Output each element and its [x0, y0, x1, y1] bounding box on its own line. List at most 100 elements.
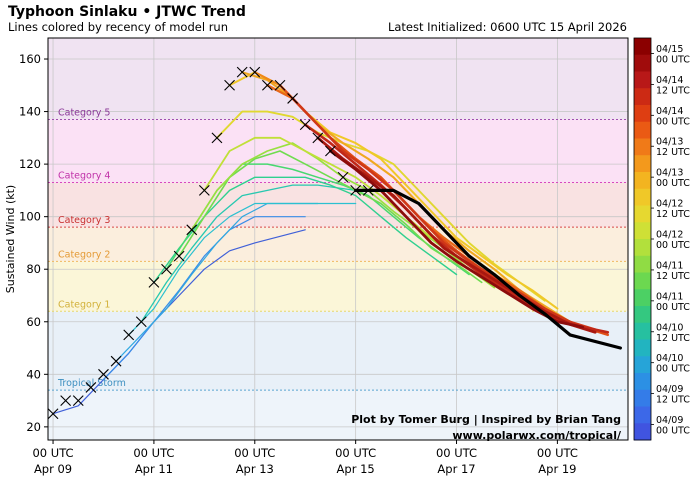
series-line-19 [328, 149, 584, 329]
best-track-point-6 [123, 329, 135, 341]
colorbar-label-date: 04/14 [656, 106, 683, 117]
x-stroke-b [161, 263, 172, 275]
grid [48, 38, 628, 440]
x-stroke-b [60, 395, 72, 406]
x-stroke-b [249, 66, 261, 78]
best-track-point-10 [173, 250, 185, 262]
band-5 [48, 38, 628, 120]
colorbar-label-date: 04/12 [656, 199, 683, 210]
series-line-4 [140, 184, 357, 323]
best-track-point-14 [224, 79, 235, 91]
intensity-bands [48, 38, 628, 440]
x-stroke-b [262, 79, 273, 91]
x-stroke-b [287, 93, 298, 104]
colorbar-swatch-6 [634, 138, 651, 156]
best-track-point-24 [350, 185, 362, 196]
colorbar-label-time: 12 UTC [656, 147, 690, 158]
colorbar-label-time: 12 UTC [656, 395, 690, 406]
colorbar-label-date: 04/13 [656, 168, 683, 179]
colorbar-label-date: 04/13 [656, 137, 683, 148]
credit-line-1: Plot by Tomer Burg | Inspired by Brian T… [351, 413, 621, 426]
y-tick-label-140: 140 [19, 105, 41, 119]
x-stroke-b [173, 250, 185, 262]
x-stroke-b [110, 355, 122, 367]
colorbar-swatch-2 [634, 71, 651, 89]
series-line-16 [291, 97, 597, 331]
best-track [47, 66, 374, 420]
band-label-0: Tropical Storm [57, 378, 126, 389]
colorbar-swatch-14 [634, 272, 651, 290]
colorbar-swatch-18 [634, 339, 651, 357]
best-track-point-1 [60, 395, 72, 406]
colorbar-swatch-22 [634, 406, 651, 424]
x-stroke-b [312, 132, 324, 144]
best-track-point-17 [262, 79, 273, 91]
colorbar-label-time: 00 UTC [656, 54, 690, 65]
colorbar-swatch-13 [634, 255, 651, 273]
y-tick-label-160: 160 [19, 52, 41, 66]
x-stroke-b [85, 382, 97, 393]
colorbar-swatch-10 [634, 205, 651, 223]
band-labels: Tropical Storm Category 1 Category 2 Catego… [48, 107, 628, 391]
best-track-point-23 [337, 171, 349, 183]
colorbar-swatch-21 [634, 389, 651, 407]
x-stroke-b [224, 79, 235, 91]
colorbar-label-date: 04/09 [656, 384, 683, 395]
best-track-point-2 [72, 395, 84, 406]
series-line-10 [216, 110, 546, 302]
series-line-20 [354, 188, 623, 350]
colorbar-swatch-7 [634, 155, 651, 173]
colorbar-label-time: 12 UTC [656, 333, 690, 344]
y-axis-label: Sustained Wind (kt) [4, 185, 17, 293]
colorbar-swatch-5 [634, 121, 651, 139]
plot-area: Tropical Storm Category 1 Category 2 Catego… [47, 37, 629, 441]
colorbar-swatch-23 [634, 423, 651, 441]
x-stroke-b [47, 408, 59, 420]
colorbar-label-time: 12 UTC [656, 271, 690, 282]
series-line-3 [128, 202, 357, 336]
x-stroke-b [236, 66, 248, 78]
x-tick-label-top: 00 UTC [234, 446, 275, 460]
band-label-5: Category 5 [58, 107, 110, 118]
best-track-point-19 [287, 93, 298, 104]
colorbar-label-date: 04/09 [656, 415, 683, 426]
x-stroke-b [211, 132, 223, 144]
colorbar-swatch-20 [634, 373, 651, 391]
colorbar-label-date: 04/14 [656, 75, 683, 86]
best-track-point-3 [85, 382, 97, 393]
x-tick-label-top: 00 UTC [133, 446, 174, 460]
best-track-point-18 [274, 79, 286, 91]
x-stroke-b [198, 185, 210, 196]
colorbar-swatch-8 [634, 172, 651, 190]
band-below [48, 390, 628, 440]
best-track-point-12 [198, 185, 210, 196]
colorbar-label-time: 00 UTC [656, 426, 690, 437]
chart-title: Typhoon Sinlaku • JTWC Trend [8, 4, 246, 20]
best-track-point-25 [362, 185, 374, 196]
colorbar-swatch-15 [634, 289, 651, 307]
colorbar-swatch-9 [634, 188, 651, 206]
x-stroke-b [274, 79, 286, 91]
band-label-2: Category 2 [58, 249, 110, 260]
x-stroke-b [98, 368, 109, 380]
colorbar-label-date: 04/11 [656, 291, 683, 302]
x-stroke-b [350, 185, 362, 196]
colorbar-label-date: 04/10 [656, 322, 683, 333]
colorbar-swatch-4 [634, 105, 651, 123]
y-tick-label-60: 60 [26, 315, 41, 329]
x-stroke-b [325, 145, 336, 157]
best-track-point-5 [110, 355, 122, 367]
colorbar-label-date: 04/10 [656, 353, 683, 364]
best-track-point-20 [299, 119, 311, 131]
colorbar-swatch-12 [634, 239, 651, 257]
best-track-point-4 [98, 368, 109, 380]
x-stroke-b [299, 119, 311, 131]
y-axis: 20 40 60 80 100 120 140 160 [19, 52, 48, 434]
x-tick-label-bottom: Apr 11 [135, 462, 173, 476]
y-tick-label-20: 20 [26, 420, 41, 434]
band-3 [48, 182, 628, 228]
x-stroke-b [337, 171, 349, 183]
series-line-2 [115, 202, 319, 362]
x-stroke-b [362, 185, 374, 196]
